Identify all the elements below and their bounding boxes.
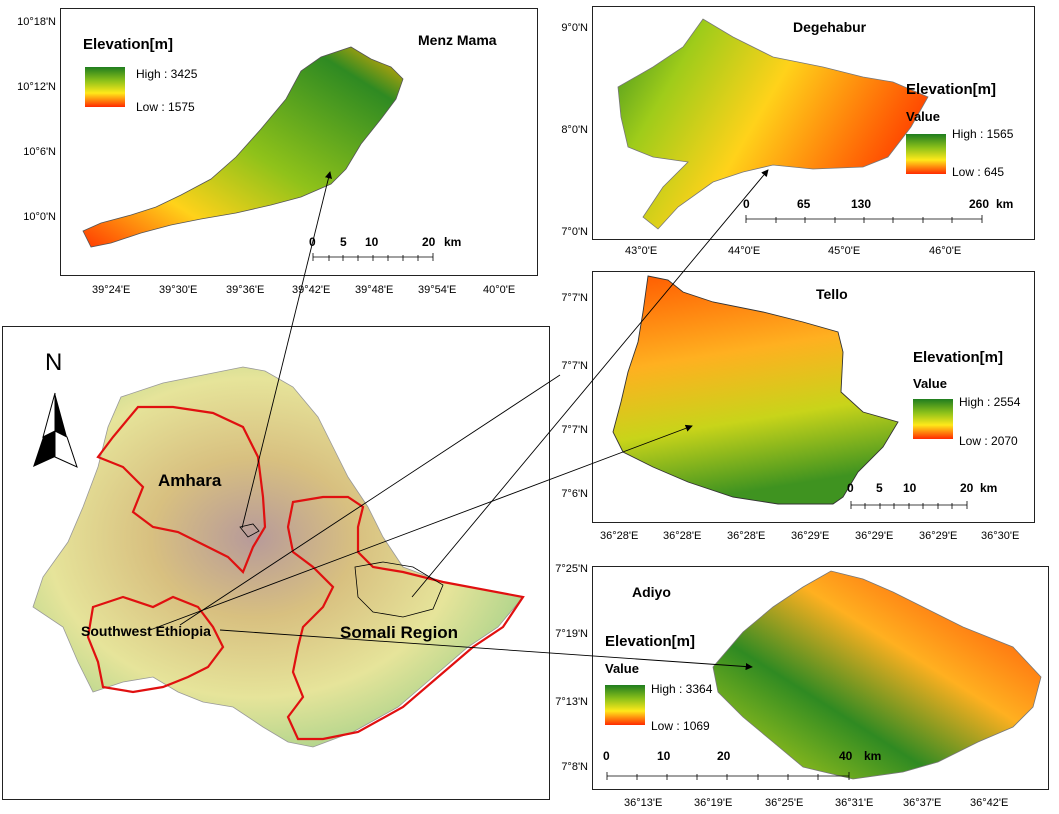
degehabur-elevation-raster: [617, 18, 983, 230]
legend-title: Elevation[m]: [913, 349, 1004, 366]
adiyo-area: [712, 570, 1042, 780]
scale-label: 0: [603, 749, 610, 763]
lon-tick: 45°0'E: [828, 245, 861, 257]
legend-low: Low : 1575: [136, 100, 195, 114]
lon-tick: 36°19'E: [694, 797, 733, 809]
scale-label: 10: [903, 481, 917, 495]
lon-tick: 36°13'E: [624, 797, 663, 809]
lon-tick: 36°31'E: [835, 797, 874, 809]
scale-label: 20: [960, 481, 974, 495]
legend-high: High : 3364: [651, 682, 713, 696]
lon-tick: 39°54'E: [418, 284, 457, 296]
ethiopia-elevation-map: [32, 366, 525, 748]
ethiopia-overview-panel: N Amhara Southwest Ethiopia Somali Regio…: [2, 326, 550, 800]
lat-tick: 10°0'N: [23, 211, 56, 223]
map-title: Adiyo: [632, 584, 671, 600]
lon-tick: 39°42'E: [292, 284, 331, 296]
legend-subtitle: Value: [906, 109, 940, 124]
legend-high: High : 3425: [136, 67, 198, 81]
region-label-somali: Somali Region: [340, 623, 459, 642]
scale-label: 0: [309, 235, 316, 249]
lon-tick: 36°30'E: [981, 530, 1020, 542]
scale-label: 130: [851, 197, 872, 211]
lon-tick: 40°0'E: [483, 284, 516, 296]
lat-tick: 9°0'N: [561, 22, 588, 34]
lon-tick: 43°0'E: [625, 245, 658, 257]
lon-tick: 39°30'E: [159, 284, 198, 296]
scale-label: 5: [340, 235, 347, 249]
adiyo-map-panel: Adiyo Elevation[m] Value High : 3364 Low…: [592, 566, 1049, 790]
lon-tick: 36°29'E: [919, 530, 958, 542]
tello-map-panel: Tello Elevation[m] Value High : 2554 Low…: [592, 271, 1035, 523]
lon-tick: 36°37'E: [903, 797, 942, 809]
lat-tick: 7°7'N: [561, 292, 588, 304]
scale-unit: km: [996, 197, 1014, 211]
scale-label: 10: [657, 749, 671, 763]
ethiopia-outline: [32, 366, 524, 748]
legend-low: Low : 1069: [651, 719, 710, 733]
lat-tick: 7°13'N: [555, 696, 588, 708]
scale-label: 0: [847, 481, 854, 495]
north-arrow-icon: [33, 392, 78, 468]
region-label-southwest-ethiopia: Southwest Ethiopia: [81, 623, 211, 639]
legend-color-ramp: [85, 67, 125, 107]
legend-color-ramp: [906, 134, 946, 174]
legend-title: Elevation[m]: [906, 81, 997, 98]
legend-color-ramp: [605, 685, 645, 725]
map-title: Menz Mama: [418, 32, 497, 48]
legend-high: High : 1565: [952, 127, 1014, 141]
lat-tick: 8°0'N: [561, 124, 588, 136]
lon-tick: 36°28'E: [727, 530, 766, 542]
scale-label: 20: [717, 749, 731, 763]
menz-mama-map-panel: Menz Mama Elevation[m] High : 3425 Low :…: [60, 8, 538, 276]
scale-label: 0: [743, 197, 750, 211]
lon-tick: 36°28'E: [663, 530, 702, 542]
lat-tick: 10°6'N: [23, 146, 56, 158]
adiyo-elevation-raster: [606, 570, 1042, 780]
legend-color-ramp: [913, 399, 953, 439]
lat-tick: 7°0'N: [561, 226, 588, 238]
degehabur-area: [617, 18, 929, 230]
legend-subtitle: Value: [605, 661, 639, 676]
scale-label: 260: [969, 197, 990, 211]
scale-label: 40: [839, 749, 853, 763]
legend-low: Low : 2070: [959, 434, 1018, 448]
lon-tick: 39°36'E: [226, 284, 265, 296]
lon-tick: 46°0'E: [929, 245, 962, 257]
scale-label: 5: [876, 481, 883, 495]
map-title: Tello: [816, 286, 848, 302]
map-title: Degehabur: [793, 19, 867, 35]
lat-tick: 10°18'N: [17, 16, 56, 28]
menz-mama-area: [82, 46, 404, 248]
scale-unit: km: [444, 235, 462, 249]
scale-unit: km: [980, 481, 998, 495]
lon-tick: 36°42'E: [970, 797, 1009, 809]
legend-low: Low : 645: [952, 165, 1005, 179]
lat-tick: 10°12'N: [17, 81, 56, 93]
scale-label: 65: [797, 197, 811, 211]
lon-tick: 39°24'E: [92, 284, 131, 296]
legend-title: Elevation[m]: [605, 633, 696, 650]
lat-tick: 7°8'N: [561, 761, 588, 773]
degehabur-map-panel: Degehabur Elevation[m] Value High : 1565…: [592, 6, 1035, 240]
scale-label: 10: [365, 235, 379, 249]
lon-tick: 36°29'E: [791, 530, 830, 542]
tello-area: [612, 275, 899, 505]
legend-high: High : 2554: [959, 395, 1021, 409]
lon-tick: 36°28'E: [600, 530, 639, 542]
legend-subtitle: Value: [913, 376, 947, 391]
scale-label: 20: [422, 235, 436, 249]
legend-title: Elevation[m]: [83, 36, 174, 53]
lon-tick: 36°25'E: [765, 797, 804, 809]
lon-tick: 44°0'E: [728, 245, 761, 257]
lon-tick: 36°29'E: [855, 530, 894, 542]
lon-tick: 39°48'E: [355, 284, 394, 296]
north-label: N: [45, 349, 63, 376]
region-label-amhara: Amhara: [158, 471, 222, 490]
scale-unit: km: [864, 749, 882, 763]
